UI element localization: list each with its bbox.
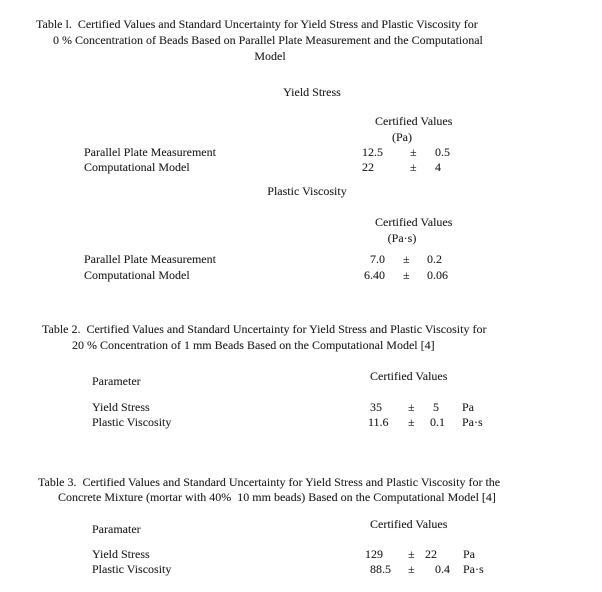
row-label: Computational Model xyxy=(84,268,190,282)
row-unit: Pa xyxy=(463,547,475,561)
row-uncertainty: 4 xyxy=(435,160,441,174)
table3-title-line2: Concrete Mixture (mortar with 40% 10 mm … xyxy=(58,490,496,504)
row-value: 6.40 xyxy=(364,268,385,282)
unit-label-pa: (Pa) xyxy=(392,130,412,144)
row-label: Yield Stress xyxy=(92,400,150,414)
plus-minus-sign: ± xyxy=(408,415,415,429)
row-value: 7.0 xyxy=(370,252,385,266)
row-label: Plastic Viscosity xyxy=(92,415,172,429)
table2-title-line1: Table 2. Certified Values and Standard U… xyxy=(42,322,487,336)
row-label: Parallel Plate Measurement xyxy=(84,252,216,266)
column-header-certified-values: Certified Values xyxy=(370,369,448,383)
table1-title-line2: 0 % Concentration of Beads Based on Para… xyxy=(53,33,483,47)
table3-title-line1: Table 3. Certified Values and Standard U… xyxy=(38,475,501,489)
row-value: 35 xyxy=(370,400,382,414)
plus-minus-sign: ± xyxy=(410,145,417,159)
row-uncertainty: 0.06 xyxy=(427,268,448,282)
row-uncertainty: 0.2 xyxy=(427,252,442,266)
row-uncertainty: 0.4 xyxy=(435,562,450,576)
row-label: Parallel Plate Measurement xyxy=(84,145,216,159)
table1-title-line3: Model xyxy=(254,49,286,63)
plus-minus-sign: ± xyxy=(410,160,417,174)
plus-minus-sign: ± xyxy=(403,252,410,266)
row-value: 22 xyxy=(362,160,374,174)
row-value: 88.5 xyxy=(370,562,391,576)
section-heading-plastic-viscosity: Plastic Viscosity xyxy=(267,184,347,198)
plus-minus-sign: ± xyxy=(403,268,410,282)
row-unit: Pa xyxy=(462,400,474,414)
row-uncertainty: 0.5 xyxy=(435,145,450,159)
row-label: Computational Model xyxy=(84,160,190,174)
row-label: Plastic Viscosity xyxy=(92,562,172,576)
plus-minus-sign: ± xyxy=(408,400,415,414)
column-header-parameter: Parameter xyxy=(92,374,141,388)
section-heading-yield-stress: Yield Stress xyxy=(283,85,341,99)
column-header-certified-values: Certified Values xyxy=(375,215,453,229)
row-uncertainty: 5 xyxy=(433,400,439,414)
column-header-certified-values: Certified Values xyxy=(370,517,448,531)
plus-minus-sign: ± xyxy=(408,547,415,561)
column-header-parameter: Paramater xyxy=(92,522,141,536)
row-value: 12.5 xyxy=(362,145,383,159)
row-uncertainty: 22 xyxy=(425,547,437,561)
table2-title-line2: 20 % Concentration of 1 mm Beads Based o… xyxy=(72,338,435,352)
row-unit: Pa·s xyxy=(462,415,483,429)
unit-label-pa-s: (Pa·s) xyxy=(387,231,417,245)
row-uncertainty: 0.1 xyxy=(430,415,445,429)
column-header-certified-values: Certified Values xyxy=(375,114,453,128)
row-value: 11.6 xyxy=(368,415,389,429)
row-unit: Pa·s xyxy=(463,562,484,576)
plus-minus-sign: ± xyxy=(408,562,415,576)
table1-title-line1: Table l. Certified Values and Standard U… xyxy=(36,17,478,31)
row-value: 129 xyxy=(365,547,383,561)
row-label: Yield Stress xyxy=(92,547,150,561)
